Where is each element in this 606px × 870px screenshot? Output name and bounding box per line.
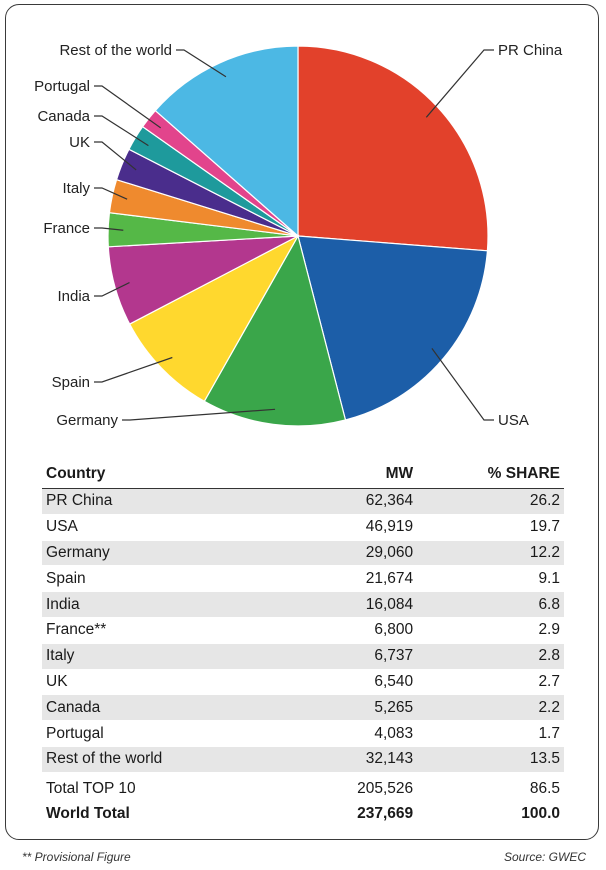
cell-share: 6.8 (417, 591, 564, 618)
pie-chart: PR China USA Germany Spain India France Italy U… (34, 42, 563, 429)
cell-mw: 16,084 (269, 591, 418, 618)
pie-labels: PR China USA Germany Spain India France Italy U… (34, 42, 563, 429)
cell-share: 2.9 (417, 617, 564, 644)
cell-mw: 62,364 (269, 488, 418, 515)
cell-country: USA (42, 514, 270, 541)
cell-mw: 4,083 (269, 720, 418, 747)
leader-line (94, 141, 137, 171)
cell-share: 26.2 (417, 488, 564, 515)
leader-line (94, 356, 173, 383)
table-row: PR China 62,364 26.2 (42, 488, 564, 515)
leader-line (94, 85, 162, 129)
leader-line (94, 115, 149, 147)
leader-line (94, 227, 124, 231)
pie-slice-spain (128, 234, 300, 403)
cell-country: PR China (42, 488, 270, 515)
cell-mw: 32,143 (269, 746, 418, 773)
cell-country: Germany (42, 540, 270, 567)
table-row: Spain 21,674 9.1 (42, 565, 564, 593)
table-row: Canada 5,265 2.2 (42, 694, 564, 722)
pie-label-germany: Germany (56, 412, 118, 429)
cell-share: 2.2 (417, 694, 564, 722)
cell-country: India (42, 591, 270, 618)
pie-label-rest-of-the-world: Rest of the world (59, 42, 172, 59)
pie-label-portugal: Portugal (34, 78, 90, 95)
leader-line (431, 348, 494, 421)
cell-mw: 6,737 (269, 643, 418, 670)
leader-line (425, 49, 494, 118)
pie-label-uk: UK (69, 134, 90, 151)
pie-label-pr-china: PR China (498, 42, 563, 59)
pie-slice-germany (203, 234, 347, 427)
pie-slices (107, 45, 489, 427)
leader-line (94, 187, 128, 200)
cell-country: France** (42, 617, 270, 644)
cell-mw: 6,540 (269, 669, 418, 696)
cell-country: Canada (42, 694, 270, 722)
leader-line (122, 408, 276, 421)
pie-label-france: France (43, 220, 90, 237)
cell-share: 12.2 (417, 540, 564, 567)
source-note: Source: GWEC (503, 850, 586, 864)
table-row: Portugal 4,083 1.7 (42, 720, 564, 747)
pie-slice-rest-of-the-world (154, 45, 299, 238)
table-row: India 16,084 6.8 (42, 591, 564, 618)
header-country: Country (42, 462, 270, 489)
cell-mw: 205,526 (269, 771, 418, 802)
table-row: Italy 6,737 2.8 (42, 643, 564, 670)
cell-country: Italy (42, 643, 270, 670)
cell-mw: 5,265 (269, 694, 418, 722)
table-row: France** 6,800 2.9 (42, 617, 564, 644)
total-top10-row: Total TOP 10 205,526 86.5 (42, 771, 564, 802)
cell-country: Total TOP 10 (42, 771, 270, 802)
table-row: Germany 29,060 12.2 (42, 540, 564, 567)
cell-share: 2.7 (417, 669, 564, 696)
cell-share: 1.7 (417, 720, 564, 747)
cell-mw: 6,800 (269, 617, 418, 644)
data-table: Country MW % SHARE PR China 62,364 26.2 … (42, 462, 564, 827)
pie-leader-lines (94, 49, 494, 421)
cell-country: Rest of the world (42, 746, 270, 773)
pie-label-india: India (57, 288, 90, 305)
leader-line (94, 281, 130, 297)
pie-label-canada: Canada (37, 108, 90, 125)
pie-slice-pr-china (297, 45, 489, 252)
cell-mw: 237,669 (269, 801, 418, 827)
cell-mw: 46,919 (269, 514, 418, 541)
provisional-note: ** Provisional Figure (22, 850, 131, 864)
table-header-row: Country MW % SHARE (42, 462, 564, 489)
cell-country: World Total (42, 801, 270, 827)
table-row: USA 46,919 19.7 (42, 514, 564, 541)
cell-share: 19.7 (417, 514, 564, 541)
leader-line (176, 49, 227, 78)
header-share: % SHARE (417, 462, 564, 489)
cell-share: 86.5 (417, 771, 564, 802)
cell-mw: 21,674 (269, 565, 418, 593)
pie-slice-usa (297, 235, 489, 421)
cell-country: Spain (42, 565, 270, 593)
table-row: UK 6,540 2.7 (42, 669, 564, 696)
pie-label-usa: USA (498, 412, 529, 429)
cell-country: UK (42, 669, 270, 696)
cell-country: Portugal (42, 720, 270, 747)
pie-label-spain: Spain (52, 374, 90, 391)
cell-mw: 29,060 (269, 540, 418, 567)
cell-share: 9.1 (417, 565, 564, 593)
pie-label-italy: Italy (62, 180, 90, 197)
table-row: Rest of the world 32,143 13.5 (42, 746, 564, 773)
cell-share: 2.8 (417, 643, 564, 670)
world-total-row: World Total 237,669 100.0 (42, 801, 564, 827)
header-mw: MW (269, 462, 418, 489)
cell-share: 13.5 (417, 746, 564, 773)
cell-share: 100.0 (417, 801, 564, 827)
